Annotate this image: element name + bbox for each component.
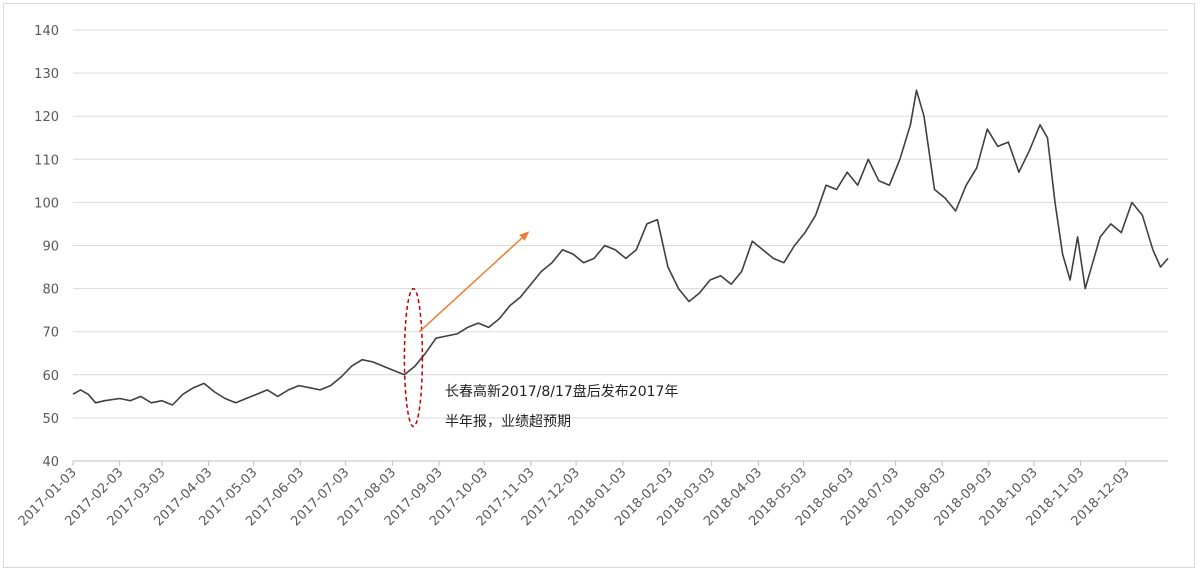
y-tick-label: 90 — [42, 240, 59, 255]
y-tick-label: 120 — [34, 110, 59, 125]
highlight-ellipse — [403, 287, 424, 428]
trend-arrow — [418, 231, 530, 333]
annotation-text-line2: 半年报，业绩超预期 — [445, 414, 571, 430]
axes: 4050607080901001101201301402017-01-03201… — [16, 24, 1168, 529]
annotation-text-line1: 长春高新2017/8/17盘后发布2017年 — [445, 383, 678, 400]
chart-frame — [3, 3, 1195, 568]
y-tick-label: 100 — [34, 196, 59, 211]
y-tick-label: 80 — [42, 283, 59, 298]
y-tick-label: 130 — [34, 67, 59, 82]
y-tick-label: 50 — [42, 412, 59, 427]
series-group — [72, 89, 1169, 406]
annotation-group: 长春高新2017/8/17盘后发布2017年 半年报，业绩超预期 — [403, 231, 678, 430]
gridlines — [73, 29, 1168, 419]
price-series-line — [72, 89, 1169, 406]
y-tick-label: 70 — [42, 326, 59, 341]
y-tick-label: 140 — [34, 24, 59, 39]
y-tick-label: 110 — [34, 153, 59, 168]
y-tick-label: 60 — [42, 369, 59, 384]
y-tick-label: 40 — [42, 455, 59, 470]
